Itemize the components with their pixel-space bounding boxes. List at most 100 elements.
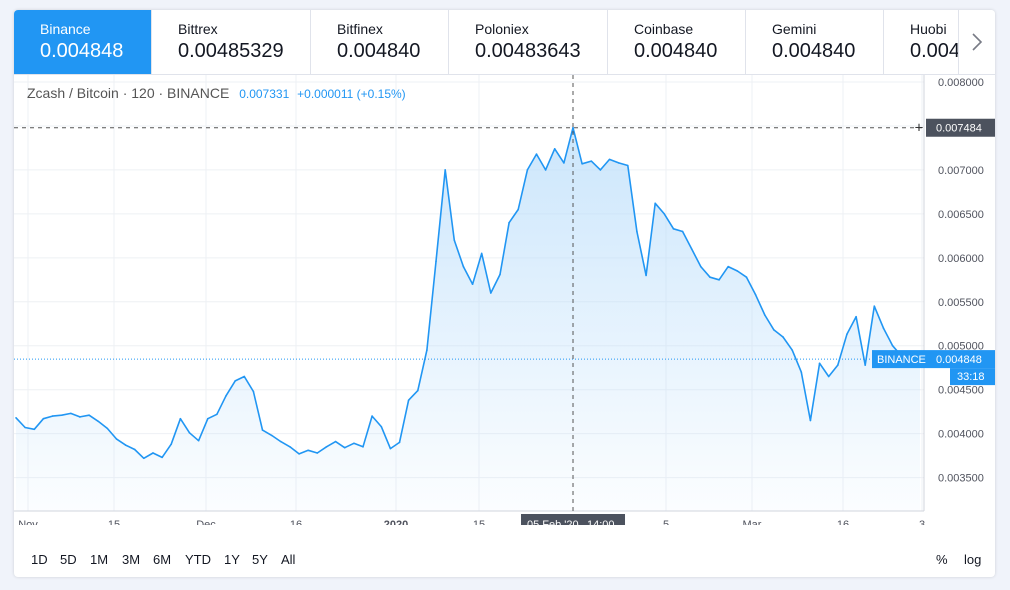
exchange-price: 0.004840 xyxy=(337,40,421,62)
range-all[interactable]: All xyxy=(281,552,296,567)
data-point xyxy=(800,371,803,373)
log-toggle[interactable]: log xyxy=(964,552,982,567)
data-point xyxy=(24,426,26,429)
data-point xyxy=(553,148,556,150)
legend-last-price: 0.007331 xyxy=(239,87,290,101)
data-point xyxy=(526,169,529,171)
data-point xyxy=(508,221,510,224)
y-tick-label: 0.004000 xyxy=(938,429,984,441)
data-point xyxy=(60,414,63,416)
data-point xyxy=(663,213,666,215)
data-point xyxy=(88,414,90,416)
data-point xyxy=(444,169,446,171)
data-point xyxy=(563,162,565,164)
exchange-price: 0.004848 xyxy=(40,40,124,62)
countdown-bg xyxy=(950,368,995,386)
data-point xyxy=(590,160,593,162)
data-point xyxy=(307,449,310,452)
data-point xyxy=(471,283,474,286)
data-point xyxy=(581,162,583,165)
range-1d[interactable]: 1D xyxy=(31,552,48,567)
y-tick-label: 0.005000 xyxy=(938,341,984,353)
range-5d[interactable]: 5D xyxy=(60,552,77,567)
crosshair-price-label: 0.007484 xyxy=(936,123,982,135)
range-1y[interactable]: 1Y xyxy=(224,552,240,567)
data-point xyxy=(855,315,857,318)
data-point xyxy=(754,293,757,296)
y-tick-label: 0.005500 xyxy=(938,297,984,309)
data-point xyxy=(846,333,848,336)
x-tick-label: 3 xyxy=(919,519,925,525)
x-tick-label: Nov xyxy=(18,519,38,525)
data-point xyxy=(490,292,492,294)
data-point xyxy=(79,416,81,418)
data-point xyxy=(426,349,428,351)
data-point xyxy=(124,444,127,446)
chevron-right-icon[interactable] xyxy=(958,10,995,74)
data-point xyxy=(97,420,99,423)
y-tick-label: 0.007000 xyxy=(938,165,984,177)
exchange-badge-bg xyxy=(872,350,926,369)
data-point xyxy=(572,126,574,129)
data-point xyxy=(480,252,483,255)
data-point xyxy=(891,344,894,347)
percent-toggle[interactable]: % xyxy=(936,552,948,567)
data-point xyxy=(809,419,812,422)
data-point xyxy=(837,364,839,366)
data-point xyxy=(51,415,54,417)
data-point xyxy=(608,158,611,161)
exchange-tab-coinbase[interactable]: Coinbase 0.004840 xyxy=(608,10,746,74)
data-point xyxy=(700,265,702,268)
chart-widget: Binance 0.004848 Bittrex 0.00485329 Bitfinex… xyxy=(14,10,995,577)
x-tick-label: 15 xyxy=(108,519,120,525)
data-point xyxy=(188,431,191,434)
x-tick-label: 16 xyxy=(290,519,302,525)
exchange-name: Gemini xyxy=(772,21,817,37)
data-point xyxy=(791,349,793,351)
y-tick-label: 0.008000 xyxy=(938,77,984,89)
data-point xyxy=(334,440,337,443)
y-tick-label: 0.003500 xyxy=(938,473,984,485)
range-5y[interactable]: 5Y xyxy=(252,552,268,567)
exchange-name: Coinbase xyxy=(634,21,694,37)
exchange-tab-poloniex[interactable]: Poloniex 0.00483643 xyxy=(449,10,608,74)
area-fill xyxy=(16,127,920,511)
data-point xyxy=(389,447,392,450)
x-tick-label: 5 xyxy=(663,519,669,525)
data-point xyxy=(517,208,520,211)
price-chart[interactable]: 0.003500 0.004000 0.004500 0.005000 0.005500… xyxy=(14,75,995,534)
range-ytd[interactable]: YTD xyxy=(185,552,211,567)
crosshair-time-label: 14:00 xyxy=(587,519,615,525)
data-point xyxy=(773,329,775,331)
x-tick-label: Dec xyxy=(196,519,216,525)
data-point xyxy=(864,364,867,366)
exchange-name: Bittrex xyxy=(178,21,218,37)
chart-area[interactable]: 0.003500 0.004000 0.004500 0.005000 0.005500… xyxy=(14,75,995,534)
range-6m[interactable]: 6M xyxy=(153,552,172,567)
data-point xyxy=(681,230,684,233)
price-line xyxy=(15,126,921,460)
current-price-bg xyxy=(926,350,995,369)
exchange-tab-huobi[interactable]: Huobi 0.004 xyxy=(884,10,995,74)
range-1m[interactable]: 1M xyxy=(90,552,109,567)
exchange-tab-bittrex[interactable]: Bittrex 0.00485329 xyxy=(152,10,311,74)
data-point xyxy=(745,276,748,278)
exchange-price: 0.00485329 xyxy=(178,40,284,62)
y-tick-label: 0.004500 xyxy=(938,385,984,397)
range-3m[interactable]: 3M xyxy=(122,552,141,567)
exchange-tab-bitfinex[interactable]: Bitfinex 0.004840 xyxy=(311,10,449,74)
data-point xyxy=(69,412,72,415)
data-point xyxy=(170,443,173,445)
data-point xyxy=(462,265,465,268)
exchange-tab-binance[interactable]: Binance 0.004848 xyxy=(14,10,152,74)
data-point xyxy=(380,425,383,428)
data-point xyxy=(782,336,784,338)
data-point xyxy=(882,327,885,329)
x-tick-label: Mar xyxy=(743,519,762,525)
exchange-tab-gemini[interactable]: Gemini 0.004840 xyxy=(746,10,884,74)
data-point xyxy=(179,417,182,420)
exchange-price: 0.00483643 xyxy=(475,40,581,62)
data-point xyxy=(243,375,246,378)
data-point xyxy=(873,305,876,307)
exchange-price: 0.004840 xyxy=(634,40,718,62)
